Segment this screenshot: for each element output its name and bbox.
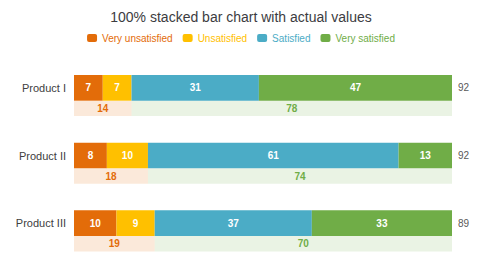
svg-text:Satisfied: Satisfied — [272, 33, 310, 44]
svg-text:7: 7 — [114, 82, 120, 93]
svg-text:13: 13 — [420, 150, 432, 161]
svg-text:100% stacked bar chart with ac: 100% stacked bar chart with actual value… — [110, 9, 371, 25]
svg-text:8: 8 — [88, 150, 94, 161]
svg-text:Product III: Product III — [16, 217, 66, 229]
svg-text:74: 74 — [294, 171, 306, 182]
svg-text:10: 10 — [90, 218, 102, 229]
svg-text:92: 92 — [458, 150, 470, 161]
svg-text:89: 89 — [458, 218, 470, 229]
svg-text:61: 61 — [268, 150, 280, 161]
svg-text:37: 37 — [228, 218, 240, 229]
svg-text:18: 18 — [105, 171, 117, 182]
svg-text:19: 19 — [109, 238, 121, 249]
svg-text:Very satisfied: Very satisfied — [335, 33, 394, 44]
svg-text:Very unsatisfied: Very unsatisfied — [102, 33, 173, 44]
svg-text:47: 47 — [350, 82, 362, 93]
svg-text:9: 9 — [133, 218, 139, 229]
svg-text:92: 92 — [458, 82, 470, 93]
svg-text:Product II: Product II — [19, 150, 66, 162]
svg-text:14: 14 — [97, 103, 109, 114]
svg-text:78: 78 — [286, 103, 298, 114]
svg-text:Product I: Product I — [22, 82, 66, 94]
svg-text:70: 70 — [298, 238, 310, 249]
svg-text:33: 33 — [376, 218, 388, 229]
svg-text:10: 10 — [122, 150, 134, 161]
svg-text:Unsatisfied: Unsatisfied — [198, 33, 247, 44]
svg-text:31: 31 — [190, 82, 202, 93]
svg-text:7: 7 — [86, 82, 92, 93]
